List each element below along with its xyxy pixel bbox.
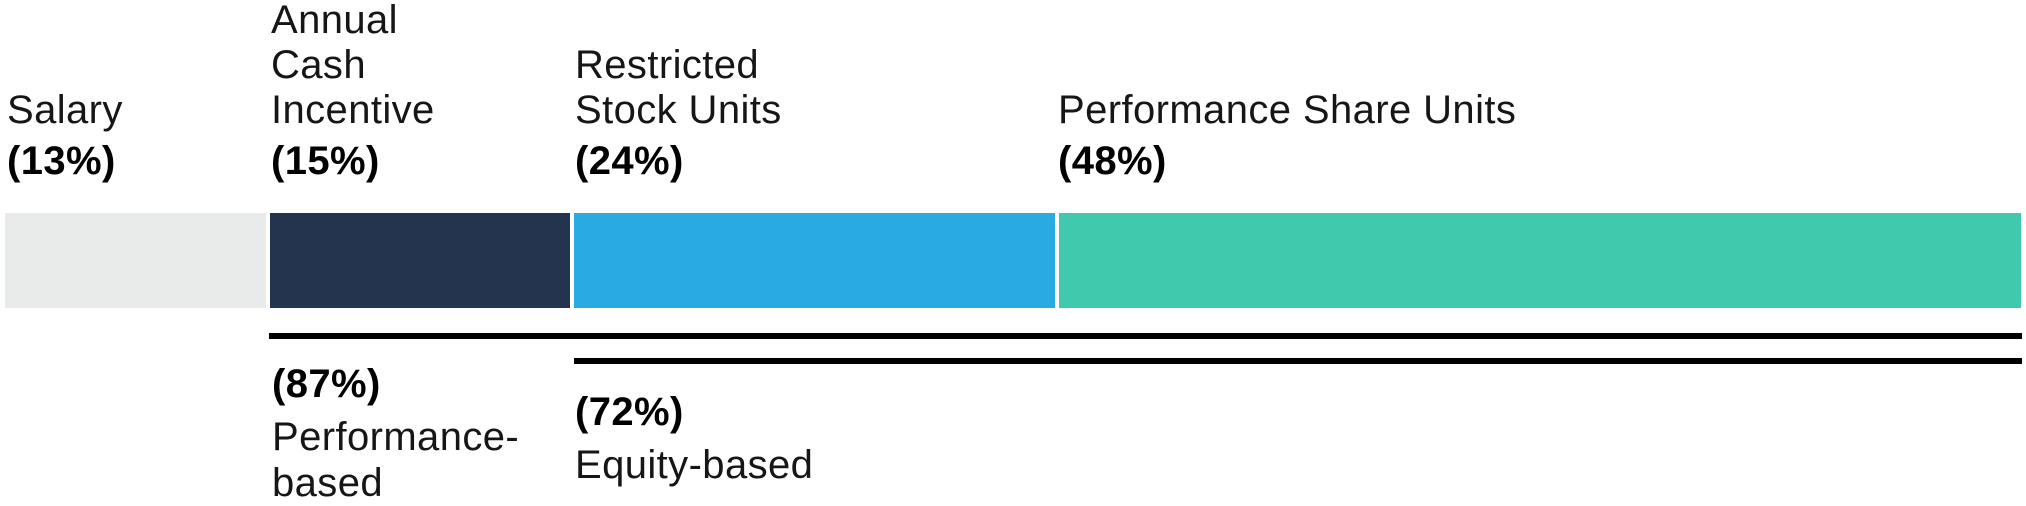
bracket-name: Equity-based [575, 443, 814, 487]
segment-name: Restricted Stock Units [575, 43, 782, 132]
bracket-percent: (87%) [272, 362, 381, 406]
segment-label-annual-cash-incentive: Annual Cash Incentive (15%) [271, 0, 435, 184]
performance-based-bracket-line [269, 333, 2022, 339]
equity-based-bracket-line [574, 358, 2022, 364]
bar-segment-restricted-stock-units [574, 213, 1056, 308]
segment-percent: (24%) [575, 139, 684, 183]
bar-segment-performance-share-units [1059, 213, 2021, 308]
segment-percent: (15%) [271, 139, 380, 183]
segment-name: Salary [7, 88, 123, 132]
segment-percent: (48%) [1058, 139, 1167, 183]
segment-label-performance-share-units: Performance Share Units (48%) [1058, 0, 1516, 184]
bracket-label-performance-based: (87%) Performance- based [272, 360, 519, 506]
bar-segment-salary [5, 213, 266, 308]
segment-name: Annual Cash Incentive [271, 0, 435, 132]
stacked-bar [5, 213, 2021, 308]
segment-percent: (13%) [7, 139, 116, 183]
bracket-percent: (72%) [575, 390, 684, 434]
segment-name: Performance Share Units [1058, 88, 1517, 132]
segment-label-restricted-stock-units: Restricted Stock Units (24%) [575, 0, 782, 184]
bracket-name: Performance- based [272, 415, 520, 505]
segment-label-salary: Salary (13%) [7, 0, 123, 184]
bar-segment-annual-cash-incentive [269, 213, 571, 308]
bracket-label-equity-based: (72%) Equity-based [575, 388, 813, 488]
